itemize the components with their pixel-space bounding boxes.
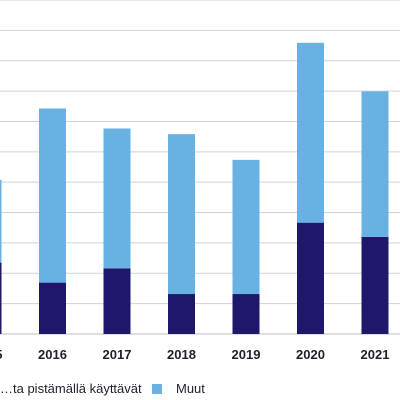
x-tick-labels: 2015 2016 2017 2018 2019 2020 2021 bbox=[0, 347, 389, 362]
bar-2019-series-2 bbox=[232, 159, 260, 295]
x-tick-2017: 2017 bbox=[103, 347, 132, 362]
legend-swatch-muut bbox=[152, 383, 162, 394]
x-tick-2021: 2021 bbox=[361, 347, 390, 362]
bar-2015-series-2 bbox=[0, 179, 2, 263]
x-tick-2015: 2015 bbox=[0, 347, 2, 362]
bar-2020-series-1 bbox=[297, 222, 324, 334]
bar-2017-series-2 bbox=[103, 128, 131, 269]
bar-2021-series-1 bbox=[361, 236, 389, 334]
bar-2021-series-2 bbox=[361, 91, 389, 237]
bar-2015-series-1 bbox=[0, 262, 2, 334]
gridlines bbox=[0, 0, 400, 335]
x-tick-2018: 2018 bbox=[167, 347, 196, 362]
x-tick-2019: 2019 bbox=[232, 347, 261, 362]
bar-2020-series-2 bbox=[297, 42, 324, 223]
legend: …ta pistämällä käyttävät Muut bbox=[0, 381, 400, 397]
bar-2019-series-1 bbox=[232, 294, 260, 334]
legend-item-series-1: …ta pistämällä käyttävät bbox=[0, 381, 142, 396]
bar-2017-series-1 bbox=[103, 268, 131, 334]
bar-2018-series-2 bbox=[168, 134, 195, 295]
legend-label-series-1: …ta pistämällä käyttävät bbox=[0, 381, 142, 396]
legend-label-muut: Muut bbox=[176, 381, 205, 396]
legend-item-series-2: Muut bbox=[152, 381, 205, 396]
bar-2018-series-1 bbox=[168, 294, 195, 334]
bar-2016-series-2 bbox=[39, 108, 66, 283]
bars bbox=[0, 42, 389, 334]
bar-2016-series-1 bbox=[39, 282, 66, 334]
x-tick-2020: 2020 bbox=[296, 347, 325, 362]
x-tick-2016: 2016 bbox=[38, 347, 67, 362]
